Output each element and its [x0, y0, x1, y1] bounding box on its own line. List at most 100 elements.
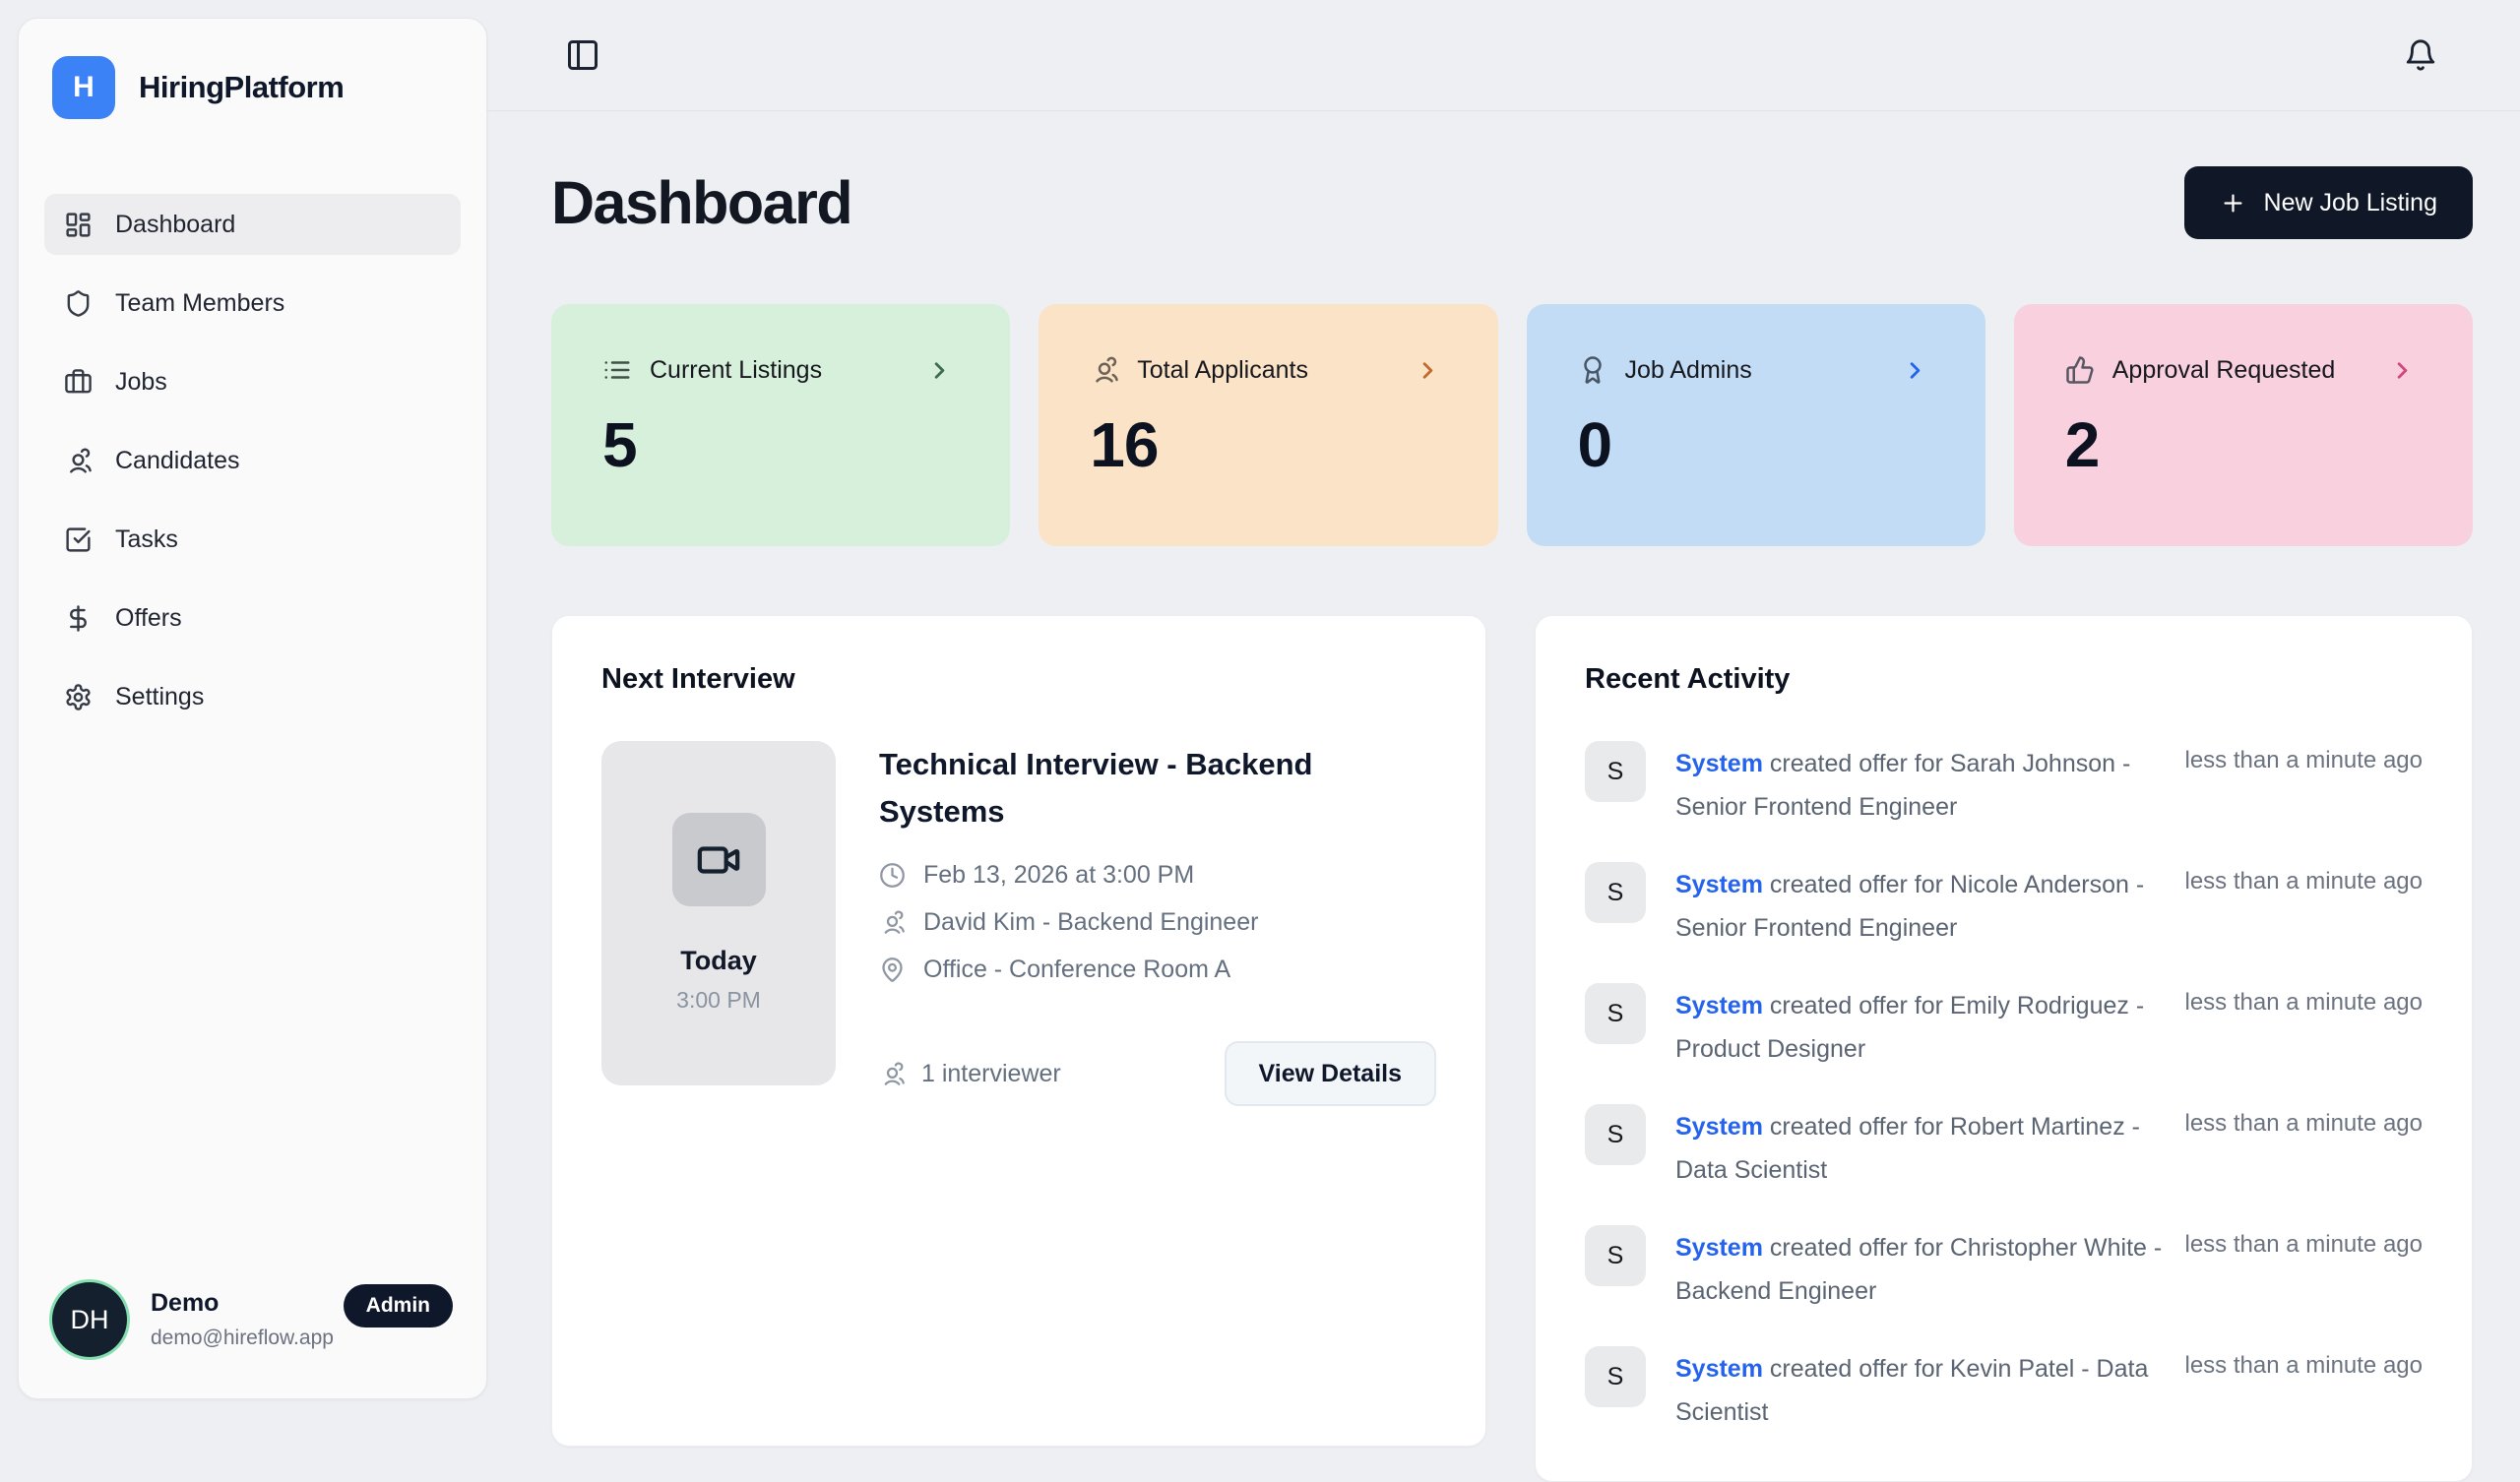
stat-card-approval-requested[interactable]: Approval Requested 2: [2013, 304, 2473, 546]
activity-text: System created offer for Nicole Anderson…: [1675, 871, 2145, 942]
sidebar-toggle-button[interactable]: [559, 31, 606, 79]
sidebar-item-label: Settings: [115, 682, 205, 710]
activity-text: System created offer for Sarah Johnson -…: [1675, 750, 2131, 821]
new-job-listing-label: New Job Listing: [2263, 188, 2437, 216]
activity-text: System created offer for Robert Martinez…: [1675, 1113, 2140, 1184]
interview-day-label: Today: [680, 946, 757, 975]
activity-item[interactable]: S System created offer for Robert Martin…: [1585, 1104, 2423, 1192]
interview-datetime: Feb 13, 2026 at 3:00 PM: [923, 861, 1195, 890]
activity-item[interactable]: S System created offer for Kevin Patel -…: [1585, 1346, 2423, 1434]
stat-label: Approval Requested: [2111, 355, 2336, 384]
brand-logo: H: [52, 56, 115, 119]
activity-actor: System: [1675, 1355, 1763, 1383]
sidebar-item-label: Offers: [115, 603, 182, 632]
activity-timestamp: less than a minute ago: [2184, 1352, 2424, 1379]
activity-avatar: S: [1585, 1346, 1646, 1407]
activity-actor: System: [1675, 1234, 1763, 1262]
users-icon: [64, 447, 93, 475]
stat-label: Job Admins: [1624, 355, 1752, 384]
page-title: Dashboard: [551, 169, 853, 236]
new-job-listing-button[interactable]: New Job Listing: [2183, 166, 2473, 239]
chevron-right-icon: [2389, 357, 2416, 384]
activity-actor: System: [1675, 1113, 1763, 1141]
activity-actor: System: [1675, 750, 1763, 777]
role-badge: Admin: [343, 1284, 453, 1328]
sidebar-item-label: Dashboard: [115, 210, 236, 238]
stat-value: 2: [2064, 409, 2101, 480]
stat-label: Current Listings: [650, 355, 823, 384]
sidebar-nav: Dashboard Team Members Jobs Candidates T…: [44, 194, 461, 727]
list-icon: [602, 355, 632, 385]
gear-icon: [64, 683, 93, 711]
next-interview-title: Next Interview: [601, 663, 795, 695]
activity-item[interactable]: S System created offer for Nicole Anders…: [1585, 862, 2423, 950]
interview-location: Office - Conference Room A: [923, 956, 1231, 984]
activity-item[interactable]: S System created offer for Sarah Johnson…: [1585, 741, 2423, 829]
brand-name: HiringPlatform: [139, 70, 345, 104]
interview-time-label: 3:00 PM: [676, 987, 761, 1013]
sidebar-item-team-members[interactable]: Team Members: [44, 273, 461, 334]
activity-actor: System: [1675, 871, 1763, 898]
sidebar-item-label: Team Members: [115, 288, 285, 317]
sidebar-item-tasks[interactable]: Tasks: [44, 509, 461, 570]
briefcase-icon: [64, 368, 93, 397]
sidebar-item-dashboard[interactable]: Dashboard: [44, 194, 461, 255]
sidebar-item-label: Candidates: [115, 446, 240, 474]
user-name: Demo: [151, 1289, 220, 1317]
activity-avatar: S: [1585, 1104, 1646, 1165]
stat-card-current-listings[interactable]: Current Listings 5: [551, 304, 1011, 546]
sidebar-item-settings[interactable]: Settings: [44, 666, 461, 727]
view-details-button[interactable]: View Details: [1224, 1041, 1436, 1107]
activity-actor: System: [1675, 992, 1763, 1019]
stat-card-job-admins[interactable]: Job Admins 0: [1526, 304, 1985, 546]
activity-text: System created offer for Kevin Patel - D…: [1675, 1355, 2149, 1426]
sidebar: H HiringPlatform Dashboard Team Members …: [18, 18, 487, 1399]
chevron-right-icon: [926, 357, 953, 384]
users-icon: [879, 909, 906, 936]
bell-icon: [2404, 38, 2437, 72]
activity-text: System created offer for Christopher Whi…: [1675, 1234, 2163, 1305]
main-area: Dashboard New Job Listing Current Listin…: [486, 0, 2520, 1482]
video-icon-box: [671, 813, 766, 906]
recent-activity-title: Recent Activity: [1585, 663, 1791, 695]
interviewer-count: 1 interviewer: [921, 1059, 1061, 1087]
panel-left-icon: [565, 37, 600, 73]
stat-card-total-applicants[interactable]: Total Applicants 16: [1039, 304, 1498, 546]
video-camera-icon: [696, 837, 741, 883]
notifications-button[interactable]: [2398, 32, 2443, 78]
sidebar-item-jobs[interactable]: Jobs: [44, 351, 461, 412]
activity-timestamp: less than a minute ago: [2184, 1110, 2424, 1137]
users-icon: [1090, 355, 1119, 385]
topbar: [486, 0, 2520, 111]
user-email: demo@hireflow.app: [151, 1327, 334, 1349]
activity-item[interactable]: S System created offer for Christopher W…: [1585, 1225, 2423, 1313]
sidebar-item-offers[interactable]: Offers: [44, 587, 461, 648]
activity-avatar: S: [1585, 741, 1646, 802]
activity-timestamp: less than a minute ago: [2184, 1231, 2424, 1258]
dollar-icon: [64, 604, 93, 633]
recent-activity-panel: Recent Activity S System created offer f…: [1535, 615, 2473, 1482]
activity-timestamp: less than a minute ago: [2184, 989, 2424, 1016]
next-interview-panel: Next Interview Today 3:00 PM Technical I…: [551, 615, 1486, 1447]
stat-label: Total Applicants: [1137, 355, 1308, 384]
activity-list: S System created offer for Sarah Johnson…: [1585, 741, 2423, 1434]
award-icon: [1578, 355, 1607, 385]
stat-value: 0: [1577, 409, 1613, 480]
avatar: DH: [52, 1282, 127, 1357]
thumbs-up-icon: [2065, 355, 2095, 385]
user-card[interactable]: DH Demo demo@hireflow.app Admin: [44, 1274, 461, 1371]
users-icon: [879, 1061, 906, 1087]
brand: H HiringPlatform: [44, 50, 461, 125]
activity-avatar: S: [1585, 1225, 1646, 1286]
sidebar-item-label: Tasks: [115, 525, 178, 553]
activity-text: System created offer for Emily Rodriguez…: [1675, 992, 2145, 1063]
activity-timestamp: less than a minute ago: [2184, 868, 2424, 895]
interview-date-box: Today 3:00 PM: [601, 741, 836, 1085]
sidebar-item-candidates[interactable]: Candidates: [44, 430, 461, 491]
sidebar-item-label: Jobs: [115, 367, 167, 396]
interview-candidate: David Kim - Backend Engineer: [923, 908, 1259, 937]
chevron-right-icon: [1415, 357, 1441, 384]
stat-value: 5: [602, 409, 638, 480]
activity-item[interactable]: S System created offer for Emily Rodrigu…: [1585, 983, 2423, 1071]
interview-title: Technical Interview - Backend Systems: [879, 747, 1313, 830]
